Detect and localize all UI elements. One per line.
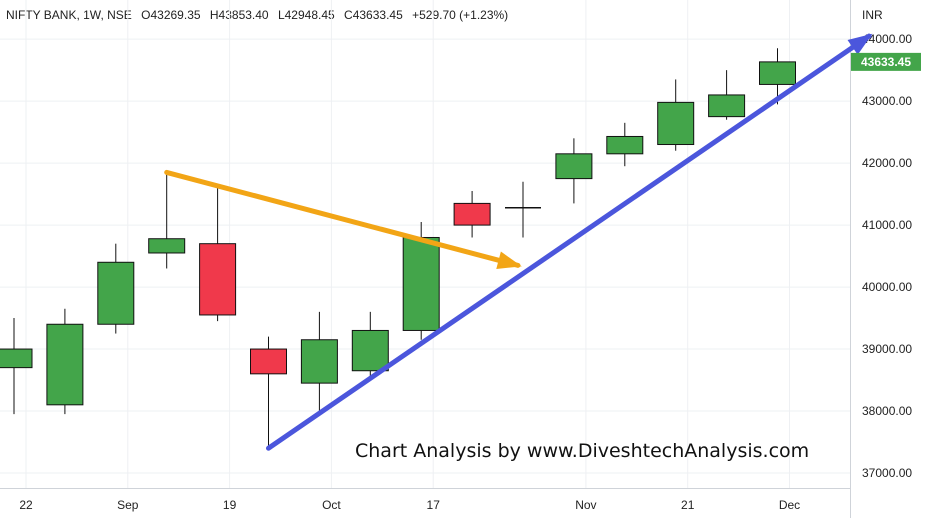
high-value: H43853.40 — [209, 8, 269, 22]
x-tick-label: 17 — [427, 498, 441, 512]
candle-body — [606, 135, 644, 155]
last-price-badge — [851, 52, 921, 71]
candle-body — [402, 236, 440, 331]
low-value: L42948.45 — [277, 8, 335, 22]
y-tick-label: 44000.00 — [862, 32, 912, 46]
candle-body — [199, 243, 237, 316]
candle-body — [453, 202, 491, 226]
x-tick-label: Sep — [117, 498, 139, 512]
y-tick-label: 43000.00 — [862, 94, 912, 108]
downtrend-arrowhead — [496, 251, 522, 269]
watermark-text: Chart Analysis by www.DiveshtechAnalysis… — [355, 440, 810, 462]
chart-header: NIFTY BANK, 1W, NSE O43269.35 H43853.40 … — [6, 8, 514, 22]
x-tick-label: 21 — [681, 498, 695, 512]
y-tick-label: 37000.00 — [862, 466, 912, 480]
candle-body — [250, 348, 287, 375]
candle-body — [97, 261, 135, 325]
x-tick-label: 19 — [223, 498, 237, 512]
candle-body — [148, 238, 186, 254]
y-tick-label: 40000.00 — [862, 280, 912, 294]
currency-unit-label: INR — [862, 8, 883, 22]
x-tick-label: Oct — [322, 498, 341, 512]
y-tick-label: 42000.00 — [862, 156, 912, 170]
x-tick-label: 22 — [19, 498, 33, 512]
candle-body — [351, 329, 389, 372]
x-tick-label: Dec — [779, 498, 800, 512]
close-value: C43633.45 — [344, 8, 403, 22]
candle-body — [46, 323, 84, 406]
open-value: O43269.35 — [141, 8, 201, 22]
change-value: +529.70 (+1.23%) — [412, 8, 509, 22]
downtrend-trend-line — [164, 169, 521, 268]
uptrend-trend-line — [266, 33, 872, 451]
candle-body — [708, 94, 746, 118]
y-tick-label: 39000.00 — [862, 342, 912, 356]
candle-body — [759, 61, 796, 85]
x-tick-label: Nov — [575, 498, 596, 512]
symbol-label: NIFTY BANK, 1W, NSE — [6, 8, 132, 22]
candle-body — [0, 348, 33, 369]
uptrend-arrowhead — [847, 33, 873, 55]
y-tick-label: 41000.00 — [862, 218, 912, 232]
candle-body — [555, 153, 593, 180]
y-tick-label: 38000.00 — [862, 404, 912, 418]
candle-body — [657, 101, 695, 146]
last-price-label: 43633.45 — [861, 55, 911, 69]
candle-body — [300, 339, 338, 384]
